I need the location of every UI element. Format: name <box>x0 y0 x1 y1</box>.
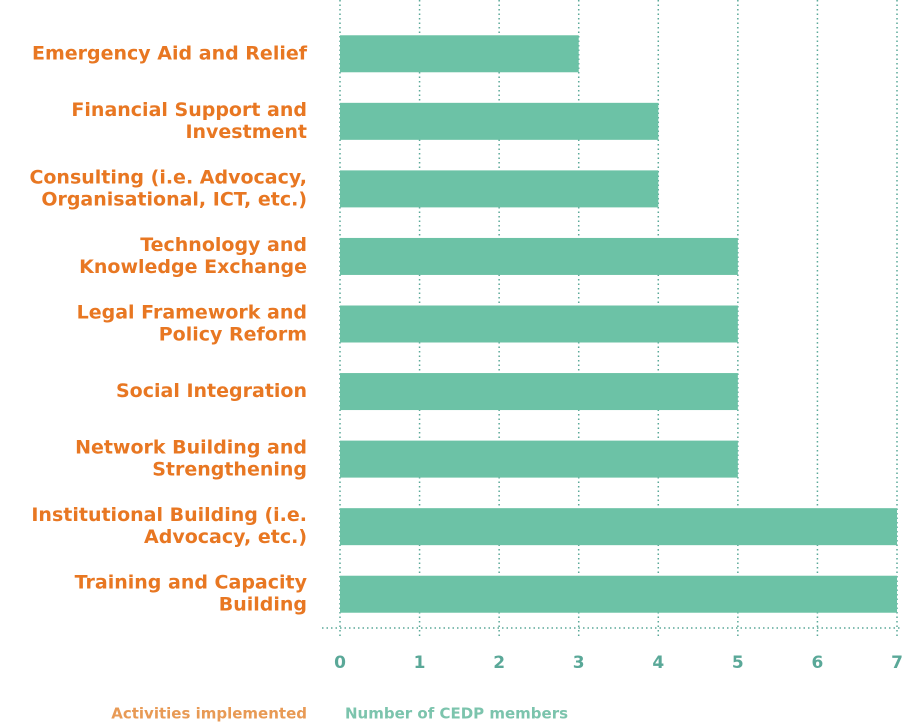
x-tick-label: 0 <box>334 653 346 673</box>
y-axis-label: Activities implemented <box>111 705 307 723</box>
y-tick-label: Strengthening <box>152 459 307 481</box>
y-tick-label: Social Integration <box>116 380 307 402</box>
bar <box>340 305 738 343</box>
y-tick-label: Building <box>219 594 307 616</box>
bar <box>340 35 579 73</box>
y-tick-label: Emergency Aid and Relief <box>32 42 308 64</box>
bar <box>340 508 897 546</box>
x-tick-label: 4 <box>652 653 664 673</box>
x-tick-label: 3 <box>573 653 585 673</box>
y-tick-label: Training and Capacity <box>75 572 308 594</box>
x-axis-label: Number of CEDP members <box>345 705 568 723</box>
y-tick-label: Financial Support and <box>71 99 307 121</box>
y-tick-label: Knowledge Exchange <box>79 256 307 278</box>
y-tick-label: Network Building and <box>75 437 307 459</box>
bar <box>340 373 738 411</box>
bar <box>340 575 897 613</box>
y-tick-label: Organisational, ICT, etc.) <box>41 188 307 210</box>
x-tick-label: 1 <box>414 653 426 673</box>
y-tick-label: Legal Framework and <box>77 302 307 324</box>
y-tick-label: Institutional Building (i.e. <box>31 504 307 526</box>
y-tick-label: Technology and <box>140 234 307 256</box>
x-tick-label: 7 <box>891 653 903 673</box>
y-tick-label: Consulting (i.e. Advocacy, <box>29 166 307 188</box>
bar <box>340 237 738 275</box>
y-tick-label: Policy Reform <box>159 324 307 346</box>
y-tick-label: Investment <box>185 121 307 143</box>
x-tick-label: 2 <box>493 653 505 673</box>
bar <box>340 440 738 478</box>
bar <box>340 102 659 140</box>
y-tick-label: Advocacy, etc.) <box>144 526 307 548</box>
x-tick-label: 5 <box>732 653 744 673</box>
bar <box>340 170 659 208</box>
x-tick-label: 6 <box>812 653 824 673</box>
